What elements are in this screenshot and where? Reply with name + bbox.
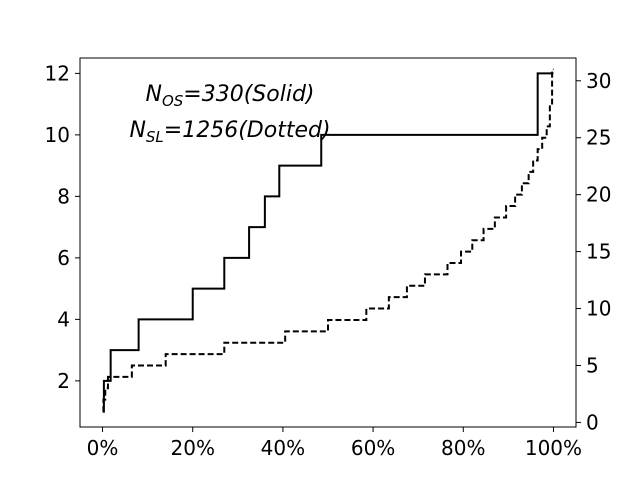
x-tick-label: 40%: [261, 436, 305, 460]
ticks-layer: 0% 20% 40% 60% 80% 100% 2 4 6 8 10 12 0 5 10 15 20 25 30: [45, 61, 612, 460]
y-right-tick-label: 5: [586, 354, 599, 378]
series-solid-line: [102, 72, 554, 413]
y-right-tick-label: 30: [586, 69, 611, 93]
annotation-line-2: NSL=1256(Dotted): [129, 118, 330, 146]
y-right-tick-label: 0: [586, 410, 599, 434]
annotation: NOS=330(Solid) NSL=1256(Dotted): [129, 82, 330, 146]
series-layer: [102, 68, 554, 413]
x-tick-label: 60%: [351, 436, 395, 460]
plot-frame: [79, 57, 577, 428]
y-right-tick-label: 15: [586, 240, 611, 264]
y-left-tick-label: 4: [57, 307, 70, 331]
y-left-tick-label: 10: [45, 123, 70, 147]
y-left-tick-label: 8: [57, 184, 70, 208]
x-tick-label: 20%: [171, 436, 215, 460]
annotation-line-1: NOS=330(Solid): [145, 82, 314, 110]
x-tick-label: 80%: [441, 436, 485, 460]
y-right-tick-label: 20: [586, 183, 611, 207]
x-tick-label: 100%: [525, 436, 582, 460]
y-left-tick-label: 6: [57, 246, 70, 270]
y-right-tick-label: 25: [586, 126, 611, 150]
y-left-tick-label: 2: [57, 369, 70, 393]
y-right-tick-label: 10: [586, 297, 611, 321]
x-tick-label: 0%: [87, 436, 119, 460]
series-dotted-line: [102, 68, 554, 413]
y-left-tick-label: 12: [45, 61, 70, 85]
